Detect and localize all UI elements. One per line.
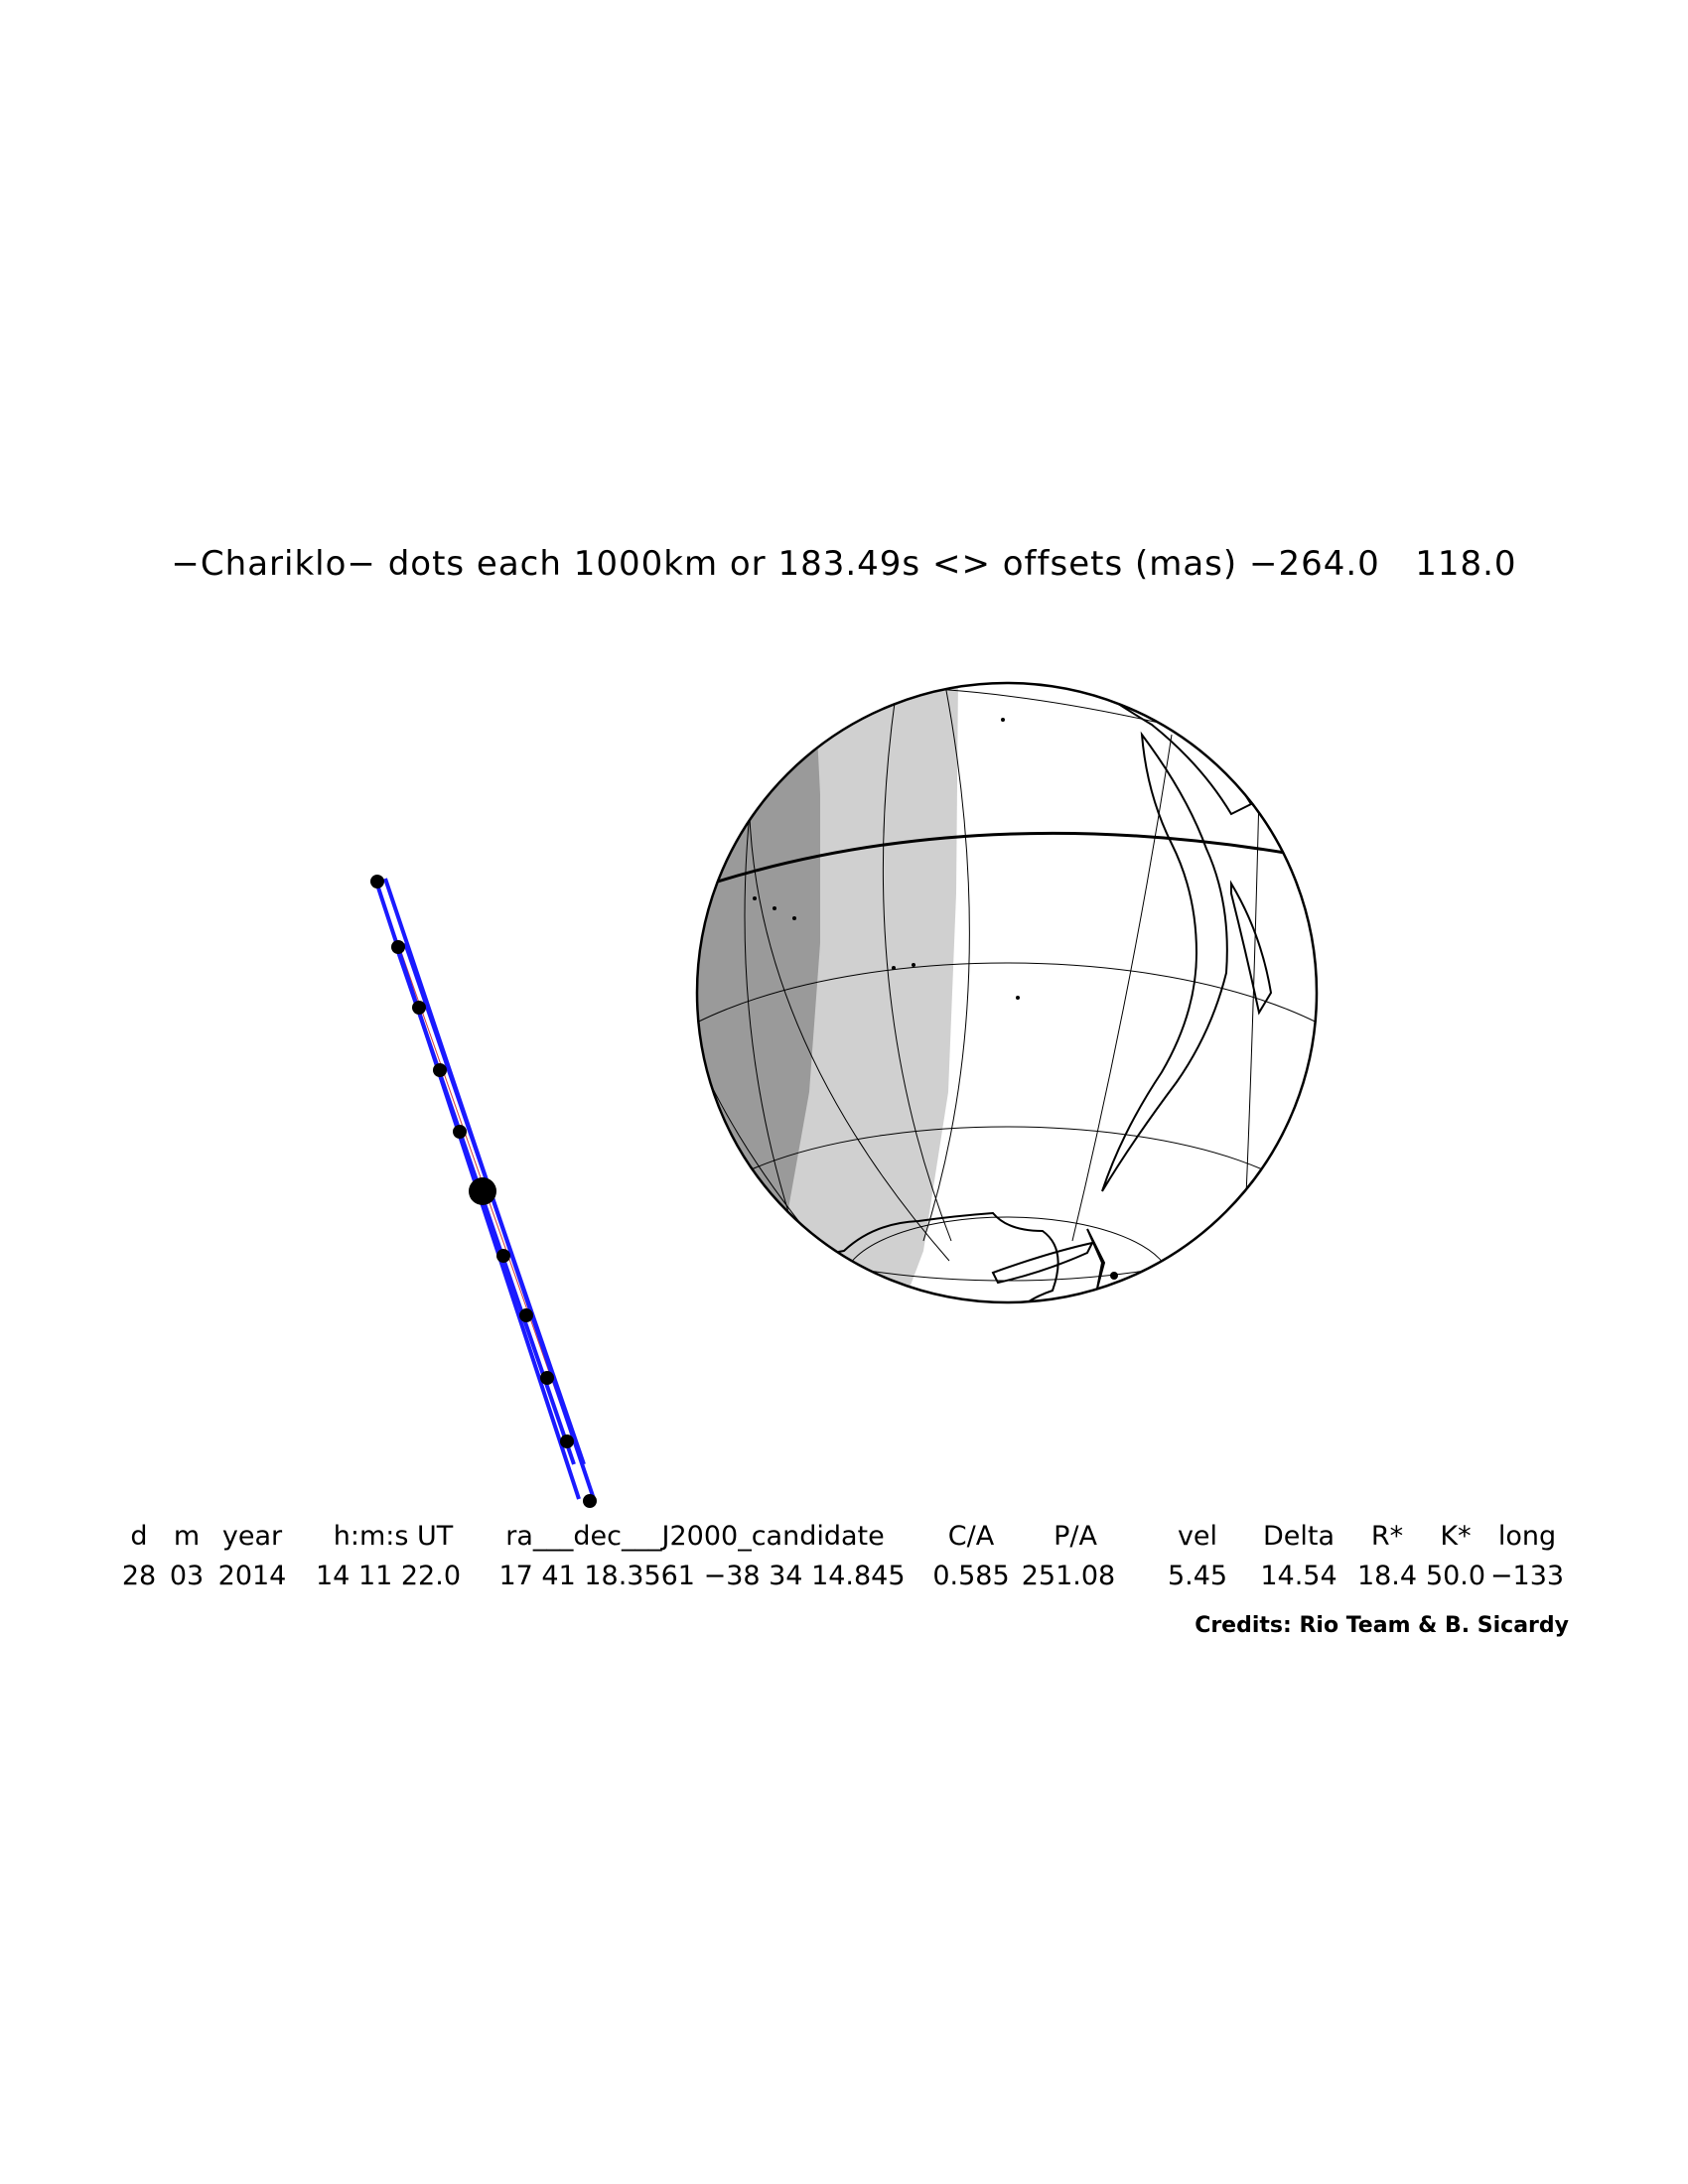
value-time: 14 11 22.0 (316, 1561, 461, 1591)
header-r-star: R* (1370, 1521, 1404, 1552)
new-zealand-south-coast (588, 1201, 599, 1243)
track-dot (433, 1063, 447, 1077)
table-value-row: 28 03 2014 14 11 22.0 17 41 18.3561 −38 … (0, 1561, 1688, 1600)
track-dot (560, 1434, 574, 1448)
header-delta: Delta (1262, 1521, 1336, 1552)
meridian (922, 684, 970, 1242)
night-zone (697, 683, 820, 1302)
value-k-star: 50.0 (1425, 1561, 1486, 1591)
south-america-coast (1101, 731, 1228, 1192)
value-pa: 251.08 (1021, 1561, 1116, 1591)
meridian (1071, 734, 1173, 1242)
meridian (882, 694, 952, 1242)
header-ca: C/A (947, 1521, 995, 1552)
header-time: h:m:s UT (333, 1521, 454, 1552)
value-long: −133 (1489, 1561, 1565, 1591)
globe-outline (695, 681, 1319, 1304)
header-pa: P/A (1054, 1521, 1097, 1552)
track-dot (583, 1494, 597, 1508)
header-day: d (130, 1521, 148, 1552)
value-delta: 14.54 (1260, 1561, 1337, 1591)
track-dot (519, 1308, 533, 1322)
new-zealand-north-coast (606, 1142, 619, 1196)
header-month: m (173, 1521, 201, 1552)
track-dot (540, 1371, 554, 1385)
header-coordinates: ra___dec___J2000_candidate (505, 1521, 885, 1552)
track-dot (496, 1249, 510, 1263)
islands (704, 717, 1118, 1280)
map-title: −Chariklo− dots each 1000km or 183.49s <… (171, 544, 1517, 584)
credits: Credits: Rio Team & B. Sicardy (1195, 1613, 1569, 1638)
equator-line (697, 831, 1292, 1005)
track-dot (412, 1001, 426, 1015)
table-header-row: d m year h:m:s UT ra___dec___J2000_candi… (0, 1521, 1688, 1561)
track-dot (370, 875, 384, 888)
closest-approach-dot (469, 1177, 496, 1205)
latitude-line (697, 1126, 1317, 1302)
header-long: long (1497, 1521, 1557, 1552)
antarctic-peninsula-coast (991, 1241, 1094, 1285)
header-k-star: K* (1440, 1521, 1472, 1552)
track-dots (370, 875, 597, 1508)
header-vel: vel (1177, 1521, 1218, 1552)
track-dot (453, 1125, 467, 1139)
track-dot (391, 940, 405, 954)
header-year: year (221, 1521, 283, 1552)
illumination-zones (697, 683, 1317, 1302)
value-ca: 0.585 (932, 1561, 1010, 1591)
meridian (697, 714, 877, 1302)
value-day: 28 (121, 1561, 157, 1591)
value-r-star: 18.4 (1356, 1561, 1418, 1591)
shadow-track-limit (403, 942, 586, 1465)
value-coordinates: 17 41 18.3561 −38 34 14.845 (498, 1561, 906, 1591)
atlantic-coast (1230, 880, 1273, 1016)
value-year: 2014 (217, 1561, 287, 1591)
value-month: 03 (169, 1561, 205, 1591)
tasmania-coast (508, 1142, 516, 1191)
value-vel: 5.45 (1167, 1561, 1228, 1591)
